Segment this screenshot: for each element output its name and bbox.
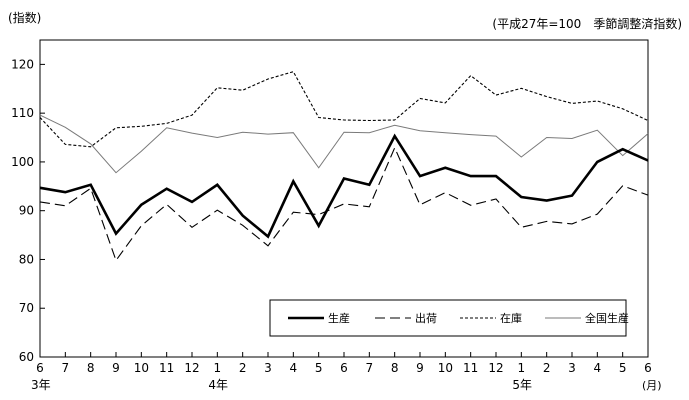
x-tick-label: 4	[290, 361, 298, 375]
x-axis: 6 7 8 9 10 11 12 1 2 3 4 5 6 7 8 9 10 11 12 1 2 3 4 5 63年 4年 5年 (月)	[31, 352, 662, 392]
series-line-3	[39, 114, 649, 174]
x-tick-label: 2	[543, 361, 551, 375]
year-label: 5年	[512, 378, 532, 392]
x-tick-label: 6	[644, 361, 652, 375]
legend: 生産 出荷 在庫 全国生産	[269, 299, 629, 337]
y-tick-label: 110	[11, 106, 34, 120]
x-tick-label: 11	[463, 361, 478, 375]
x-tick-label: 2	[239, 361, 247, 375]
x-tick-label: 11	[159, 361, 174, 375]
x-tick-label: 4	[594, 361, 602, 375]
legend-label-3: 全国生産	[585, 311, 629, 325]
y-unit-label: (指数)	[8, 10, 41, 25]
x-tick-label: 9	[112, 361, 120, 375]
legend-label-0: 生産	[328, 311, 350, 325]
x-tick-label: 10	[134, 361, 149, 375]
chart-note: (平成27年=100 季節調整済指数)	[492, 16, 682, 31]
x-tick-label: 7	[62, 361, 70, 375]
x-tick-label: 12	[488, 361, 503, 375]
y-tick-label: 100	[11, 155, 34, 169]
y-tick-label: 80	[19, 252, 34, 266]
x-tick-label: 12	[184, 361, 199, 375]
x-tick-label: 8	[87, 361, 95, 375]
x-tick-label: 6	[340, 361, 348, 375]
series-line-0	[39, 133, 649, 239]
series-line-2	[39, 71, 649, 148]
y-tick-label: 70	[19, 301, 34, 315]
x-tick-label: 1	[214, 361, 222, 375]
series-line-1	[39, 146, 649, 262]
x-tick-label: 3	[568, 361, 576, 375]
x-tick-label: 9	[416, 361, 424, 375]
legend-label-1: 出荷	[415, 311, 437, 325]
year-label: 4年	[208, 378, 228, 392]
x-tick-label: 8	[391, 361, 399, 375]
year-label: 3年	[31, 378, 51, 392]
x-unit-label: (月)	[642, 379, 662, 392]
x-tick-label: 6	[36, 361, 44, 375]
series-lines	[39, 71, 649, 262]
x-tick-label: 5	[619, 361, 627, 375]
x-tick-label: 3	[264, 361, 272, 375]
y-tick-label: 60	[19, 350, 34, 364]
x-tick-label: 10	[438, 361, 453, 375]
y-tick-label: 90	[19, 204, 34, 218]
y-axis: 60 70 80 90 100 110 120	[11, 57, 45, 364]
x-tick-label: 7	[366, 361, 374, 375]
x-tick-label: 1	[518, 361, 526, 375]
y-tick-label: 120	[11, 57, 34, 71]
x-tick-label: 5	[315, 361, 323, 375]
legend-label-2: 在庫	[500, 311, 522, 325]
